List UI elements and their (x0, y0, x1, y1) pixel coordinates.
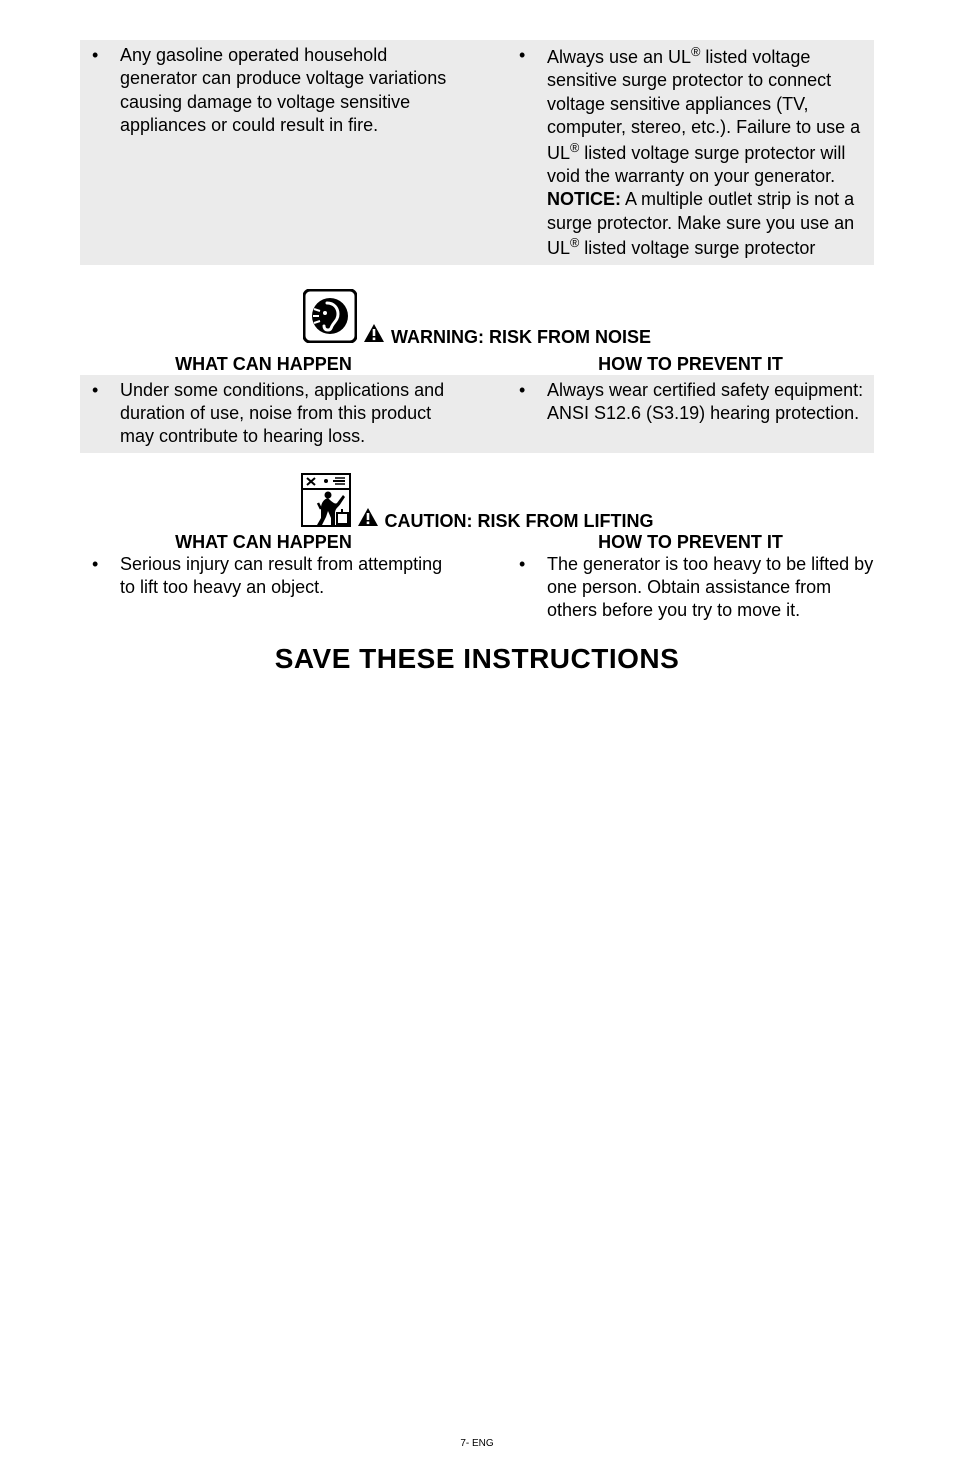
text: listed voltage surge protector will void… (547, 143, 845, 186)
lifting-icon (301, 473, 351, 532)
notice-label: NOTICE: (547, 189, 621, 209)
top-right-col: Always use an UL® listed voltage sensiti… (507, 44, 874, 261)
text: Always use an UL (547, 47, 691, 67)
warning-triangle-icon (363, 323, 385, 348)
noise-right-col: Always wear certified safety equipment: … (507, 379, 874, 449)
reg-mark: ® (691, 45, 700, 59)
reg-mark: ® (570, 236, 579, 250)
noise-headers: WHAT CAN HAPPEN HOW TO PREVENT IT (80, 354, 874, 375)
lift-right-col: The generator is too heavy to be lifted … (507, 553, 874, 623)
text: listed voltage surge protector (579, 238, 815, 258)
noise-left-bullet: Under some conditions, applications and … (80, 379, 447, 449)
noise-title: WARNING: RISK FROM NOISE (391, 327, 651, 348)
lift-title: CAUTION: RISK FROM LIFTING (385, 511, 654, 532)
reg-mark: ® (570, 141, 579, 155)
warning-triangle-icon (357, 507, 379, 532)
lift-left-bullet: Serious injury can result from attemptin… (80, 553, 447, 600)
lift-right-header: HOW TO PREVENT IT (507, 532, 874, 553)
noise-right-header: HOW TO PREVENT IT (507, 354, 874, 375)
lift-headers: WHAT CAN HAPPEN HOW TO PREVENT IT (80, 532, 874, 553)
page-footer: 7- ENG (0, 1438, 954, 1449)
top-right-bullet: Always use an UL® listed voltage sensiti… (507, 44, 874, 261)
noise-left-header: WHAT CAN HAPPEN (80, 354, 447, 375)
top-left-col: Any gasoline operated household generato… (80, 44, 447, 261)
save-instructions-heading: SAVE THESE INSTRUCTIONS (80, 643, 874, 675)
ear-icon (303, 289, 357, 348)
lift-row: Serious injury can result from attemptin… (80, 553, 874, 623)
top-left-bullet: Any gasoline operated household generato… (80, 44, 447, 138)
noise-left-col: Under some conditions, applications and … (80, 379, 447, 449)
noise-heading-row: WARNING: RISK FROM NOISE (80, 289, 874, 348)
top-shaded-row: Any gasoline operated household generato… (80, 40, 874, 265)
lift-left-col: Serious injury can result from attemptin… (80, 553, 447, 623)
lift-heading-row: CAUTION: RISK FROM LIFTING (80, 473, 874, 532)
lift-left-header: WHAT CAN HAPPEN (80, 532, 447, 553)
noise-right-bullet: Always wear certified safety equipment: … (507, 379, 874, 426)
noise-row: Under some conditions, applications and … (80, 375, 874, 453)
lift-right-bullet: The generator is too heavy to be lifted … (507, 553, 874, 623)
